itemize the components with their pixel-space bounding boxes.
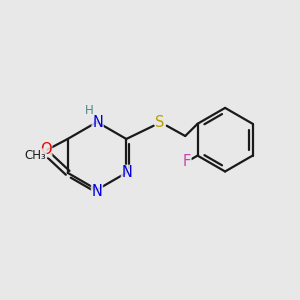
Text: H: H bbox=[85, 104, 94, 117]
Text: N: N bbox=[92, 184, 102, 199]
Text: N: N bbox=[92, 115, 103, 130]
Text: N: N bbox=[122, 165, 132, 180]
Text: O: O bbox=[40, 142, 52, 157]
Text: F: F bbox=[183, 154, 191, 169]
Text: CH₃: CH₃ bbox=[24, 149, 46, 162]
Text: S: S bbox=[155, 115, 165, 130]
